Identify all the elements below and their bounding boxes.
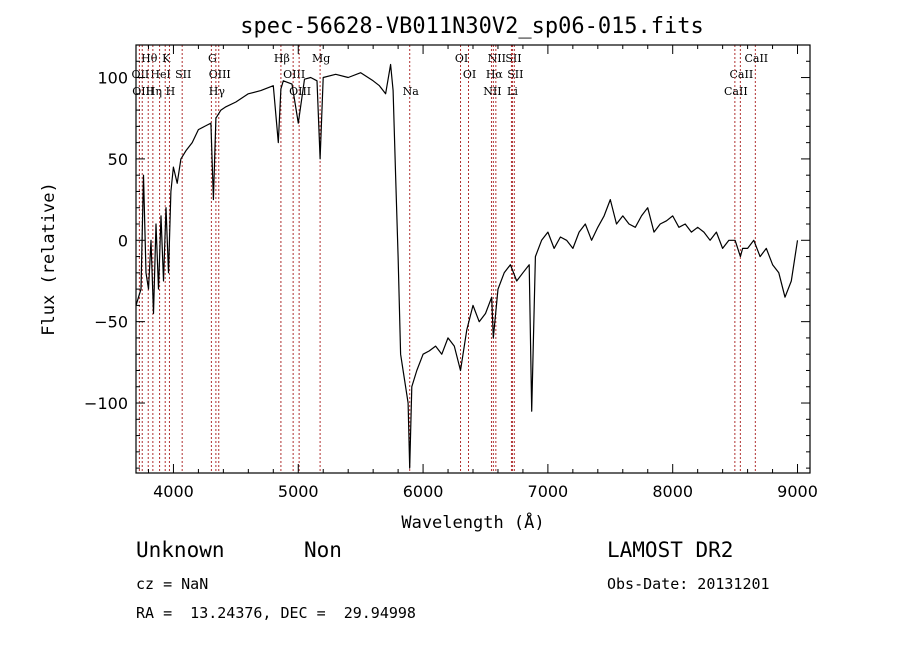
x-tick-label: 5000	[278, 482, 319, 501]
spectral-line-label: OI	[455, 52, 468, 65]
spectral-line-label: Hθ	[141, 52, 158, 65]
subclass-text: Non	[304, 538, 342, 562]
spectral-line-label: G	[208, 52, 217, 65]
x-tick-label: 6000	[403, 482, 444, 501]
spectral-line-label: SII	[507, 68, 523, 81]
spectral-line-label: CaII	[724, 85, 748, 98]
spectral-line-label: Hγ	[209, 85, 226, 98]
spectral-line-label: Hη	[146, 85, 162, 98]
coordinates-text: RA = 13.24376, DEC = 29.94998	[136, 604, 416, 622]
spectral-line-label: NII	[483, 85, 501, 98]
spectral-line-label: Hα	[486, 68, 504, 81]
redshift-text: cz = NaN	[136, 575, 209, 593]
x-tick-label: 9000	[777, 482, 818, 501]
classification-text: Unknown	[136, 538, 225, 562]
plot-frame	[135, 44, 811, 474]
spectral-line-label: Mg	[312, 52, 330, 65]
spectral-line-label: OIII	[289, 85, 311, 98]
spectral-line-label: Li	[507, 85, 518, 98]
spectral-line-label: OIII	[209, 68, 231, 81]
x-axis-ticks: 4000 5000 6000 7000 8000 9000	[147, 45, 818, 501]
spectrum-chart: spec-56628-VB011N30V2_sp06-015.fits Hθ K G…	[39, 14, 818, 533]
y-tick-label: 50	[108, 150, 128, 169]
spectral-line-label: HeI	[150, 68, 170, 81]
spectral-line-label: NII	[488, 52, 506, 65]
x-tick-label: 7000	[528, 482, 569, 501]
y-tick-label: −50	[94, 313, 128, 332]
spectral-line-label: CaII	[744, 52, 768, 65]
spectral-line-label: Na	[403, 85, 420, 98]
spectral-line-label: OIII	[132, 85, 154, 98]
spectral-line-label: OIII	[283, 68, 305, 81]
obs-date-text: Obs-Date: 20131201	[607, 575, 770, 593]
y-axis-label: Flux (relative)	[39, 182, 59, 336]
y-tick-label: 0	[118, 231, 128, 250]
spectral-line-label: OI	[463, 68, 476, 81]
spectral-line-label: K	[162, 52, 171, 65]
spectrum-line	[135, 63, 799, 469]
y-tick-label: −100	[84, 394, 128, 413]
spectral-line-label: SII	[505, 52, 521, 65]
y-axis-ticks: −100 −50 0 50 100	[84, 44, 810, 469]
y-tick-label: 100	[97, 69, 128, 88]
chart-title: spec-56628-VB011N30V2_sp06-015.fits	[240, 14, 704, 39]
spectrum-series	[135, 63, 799, 469]
x-tick-label: 4000	[153, 482, 194, 501]
spectral-line-label: Hβ	[274, 52, 290, 65]
spectral-line-label: CaII	[730, 68, 754, 81]
spectral-line-label: H	[166, 85, 176, 98]
spectral-line-label: OII	[132, 68, 150, 81]
x-tick-label: 8000	[652, 482, 693, 501]
survey-name: LAMOST DR2	[607, 538, 734, 562]
spectral-line-label: SII	[175, 68, 191, 81]
x-axis-label: Wavelength (Å)	[401, 511, 544, 533]
